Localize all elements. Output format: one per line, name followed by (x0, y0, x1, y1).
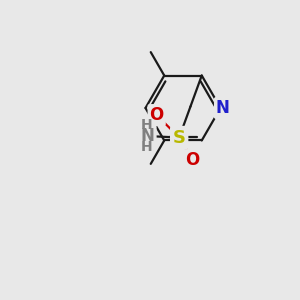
Text: S: S (173, 128, 186, 146)
Text: H: H (140, 118, 152, 132)
Text: N: N (141, 127, 154, 145)
Text: H: H (140, 140, 152, 154)
Text: O: O (150, 106, 164, 124)
Text: N: N (216, 99, 230, 117)
Text: O: O (186, 151, 200, 169)
